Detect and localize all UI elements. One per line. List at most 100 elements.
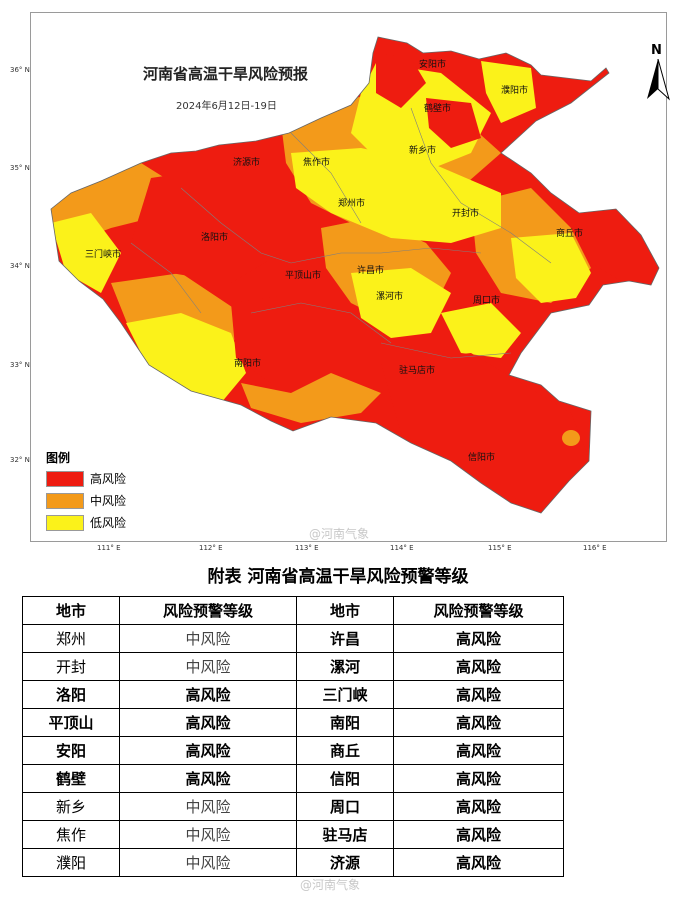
high-zone-west bbox=[131, 163, 291, 283]
table-row: 洛阳 高风险 三门峡 高风险 bbox=[22, 680, 564, 709]
header-level: 风险预警等级 bbox=[119, 596, 297, 625]
city-cell: 郑州 bbox=[22, 624, 120, 653]
legend-swatch bbox=[46, 471, 84, 487]
risk-level-cell: 中风险 bbox=[119, 624, 297, 653]
risk-level-cell: 高风险 bbox=[393, 736, 564, 765]
henan-map bbox=[50, 36, 660, 514]
legend-swatch bbox=[46, 515, 84, 531]
legend-title: 图例 bbox=[46, 451, 71, 465]
city-cell: 焦作 bbox=[22, 820, 120, 849]
city-cell: 平顶山 bbox=[22, 708, 120, 737]
risk-level-cell: 高风险 bbox=[393, 624, 564, 653]
city-label: 商丘市 bbox=[556, 229, 584, 239]
table-row: 濮阳 中风险 济源 高风险 bbox=[22, 848, 564, 877]
lat-label: 34° N bbox=[10, 262, 30, 270]
city-cell: 濮阳 bbox=[22, 848, 120, 877]
table-row: 焦作 中风险 驻马店 高风险 bbox=[22, 820, 564, 849]
city-cell: 开封 bbox=[22, 652, 120, 681]
high-zone-north bbox=[376, 53, 426, 108]
low-zone-central-north bbox=[291, 148, 501, 243]
city-label: 郑州市 bbox=[338, 199, 366, 209]
city-cell: 新乡 bbox=[22, 792, 120, 821]
city-label: 新乡市 bbox=[409, 146, 437, 156]
high-zone-hebi bbox=[426, 98, 481, 148]
table-row: 新乡 中风险 周口 高风险 bbox=[22, 792, 564, 821]
city-label: 三门峡市 bbox=[85, 250, 122, 260]
high-zone-east-tip bbox=[571, 209, 659, 285]
city-cell: 鹤壁 bbox=[22, 764, 120, 793]
table-row: 安阳 高风险 商丘 高风险 bbox=[22, 736, 564, 765]
risk-level-cell: 高风险 bbox=[119, 680, 297, 709]
lon-label: 116° E bbox=[583, 544, 607, 552]
table-row: 开封 中风险 漯河 高风险 bbox=[22, 652, 564, 681]
city-label: 焦作市 bbox=[303, 158, 331, 168]
city-cell: 驻马店 bbox=[296, 820, 394, 849]
lat-label: 36° N bbox=[10, 66, 30, 74]
risk-level-cell: 高风险 bbox=[393, 820, 564, 849]
risk-level-cell: 高风险 bbox=[119, 736, 297, 765]
header-city: 地市 bbox=[296, 596, 394, 625]
city-label: 许昌市 bbox=[357, 266, 385, 276]
table-header-row: 地市 风险预警等级 地市 风险预警等级 bbox=[22, 596, 564, 625]
risk-level-cell: 高风险 bbox=[393, 680, 564, 709]
risk-level-cell: 高风险 bbox=[119, 708, 297, 737]
city-label: 濮阳市 bbox=[501, 86, 529, 96]
lon-label: 113° E bbox=[295, 544, 319, 552]
legend-label: 高风险 bbox=[90, 472, 127, 486]
city-label: 安阳市 bbox=[419, 60, 447, 70]
lon-label: 115° E bbox=[488, 544, 512, 552]
north-label: N bbox=[651, 43, 662, 58]
city-cell: 三门峡 bbox=[296, 680, 394, 709]
header-level: 风险预警等级 bbox=[393, 596, 564, 625]
low-zone-center bbox=[351, 268, 451, 338]
lat-label: 32° N bbox=[10, 456, 30, 464]
table-title: 附表 河南省高温干旱风险预警等级 bbox=[207, 567, 469, 587]
risk-level-cell: 高风险 bbox=[393, 652, 564, 681]
legend-label: 中风险 bbox=[90, 494, 127, 508]
city-label: 驻马店市 bbox=[399, 366, 436, 376]
risk-level-cell: 中风险 bbox=[119, 820, 297, 849]
medium-zone-south bbox=[241, 373, 381, 423]
city-label: 洛阳市 bbox=[201, 233, 229, 243]
lat-label: 33° N bbox=[10, 361, 30, 369]
risk-level-cell: 高风险 bbox=[393, 792, 564, 821]
province-outline bbox=[50, 36, 660, 514]
risk-level-cell: 中风险 bbox=[119, 848, 297, 877]
high-zone-south-mid bbox=[231, 293, 331, 383]
legend-label: 低风险 bbox=[90, 516, 127, 530]
city-label: 开封市 bbox=[452, 209, 480, 219]
city-cell: 洛阳 bbox=[22, 680, 120, 709]
high-zone-southeast bbox=[381, 353, 591, 513]
city-label: 南阳市 bbox=[234, 359, 262, 369]
city-cell: 商丘 bbox=[296, 736, 394, 765]
lon-label: 114° E bbox=[390, 544, 414, 552]
city-label: 漯河市 bbox=[376, 292, 404, 302]
low-spot-xinyang bbox=[562, 430, 580, 446]
risk-level-cell: 中风险 bbox=[119, 792, 297, 821]
city-cell: 安阳 bbox=[22, 736, 120, 765]
city-cell: 漯河 bbox=[296, 652, 394, 681]
city-cell: 南阳 bbox=[296, 708, 394, 737]
city-cell: 周口 bbox=[296, 792, 394, 821]
risk-level-cell: 高风险 bbox=[393, 848, 564, 877]
risk-level-cell: 中风险 bbox=[119, 652, 297, 681]
low-zone-east-south bbox=[441, 303, 521, 358]
low-zone-east bbox=[511, 233, 591, 303]
city-label: 周口市 bbox=[473, 296, 501, 306]
city-label: 信阳市 bbox=[468, 453, 496, 463]
table-row: 郑州 中风险 许昌 高风险 bbox=[22, 624, 564, 653]
map-watermark: @河南气象 bbox=[309, 527, 370, 541]
legend-swatch bbox=[46, 493, 84, 509]
city-cell: 许昌 bbox=[296, 624, 394, 653]
low-zone-ne bbox=[481, 61, 536, 123]
lat-label: 35° N bbox=[10, 164, 30, 172]
table-row: 平顶山 高风险 南阳 高风险 bbox=[22, 708, 564, 737]
risk-level-cell: 高风险 bbox=[119, 764, 297, 793]
low-zone-sw bbox=[126, 313, 246, 403]
map-frame: 河南省高温干旱风险预报 2024年6月12日-19日 N 安阳市 濮阳市 鹤壁市… bbox=[30, 12, 670, 542]
city-cell: 信阳 bbox=[296, 764, 394, 793]
lon-label: 111° E bbox=[97, 544, 121, 552]
header-city: 地市 bbox=[22, 596, 120, 625]
lon-label: 112° E bbox=[199, 544, 223, 552]
table-watermark: @河南气象 bbox=[300, 878, 361, 892]
